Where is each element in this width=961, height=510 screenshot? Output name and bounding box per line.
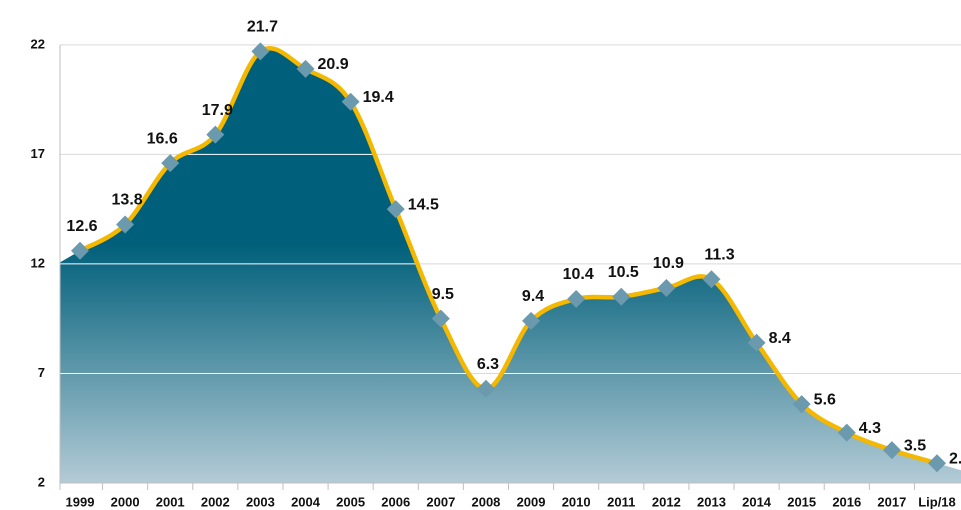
marker xyxy=(612,287,631,306)
x-tick-label: 2001 xyxy=(156,494,185,509)
data-label: 10.5 xyxy=(608,264,639,281)
x-tick-label: 2013 xyxy=(697,494,726,509)
data-label: 17.9 xyxy=(202,102,233,119)
x-tick-label: Lip/18 xyxy=(918,494,956,509)
x-tick-label: 2012 xyxy=(652,494,681,509)
x-tick-label: 2008 xyxy=(471,494,500,509)
marker xyxy=(251,42,270,61)
y-tick-label: 7 xyxy=(38,365,45,380)
data-label: 10.4 xyxy=(563,266,594,283)
marker xyxy=(296,59,315,78)
marker xyxy=(567,289,586,308)
x-tick-label: 2004 xyxy=(291,494,321,509)
x-tick-label: 2015 xyxy=(787,494,816,509)
y-tick-label: 22 xyxy=(31,36,45,51)
x-tick-label: 2006 xyxy=(381,494,410,509)
x-tick-label: 2002 xyxy=(201,494,230,509)
x-tick-label: 2003 xyxy=(246,494,275,509)
data-label: 16.6 xyxy=(147,130,178,147)
data-label: 19.4 xyxy=(363,89,394,106)
marker xyxy=(161,154,180,173)
data-label: 8.4 xyxy=(769,330,791,347)
data-label: 5.6 xyxy=(814,391,836,408)
x-tick-label: 1999 xyxy=(66,494,95,509)
data-label: 6.3 xyxy=(477,356,499,373)
data-label: 10.9 xyxy=(653,255,684,272)
marker xyxy=(882,441,901,460)
data-label: 9.5 xyxy=(432,286,454,303)
x-tick-label: 2010 xyxy=(562,494,591,509)
data-label: 20.9 xyxy=(318,56,349,73)
data-label: 11.3 xyxy=(704,246,734,263)
marker xyxy=(206,125,225,144)
marker xyxy=(341,92,360,111)
y-tick-label: 12 xyxy=(31,255,45,270)
marker xyxy=(657,279,676,298)
x-tick-label: 2009 xyxy=(517,494,546,509)
x-tick-label: 2000 xyxy=(111,494,140,509)
marker xyxy=(71,241,89,260)
x-tick-label: 2005 xyxy=(336,494,365,509)
y-tick-label: 17 xyxy=(31,146,45,161)
data-label: 9.4 xyxy=(522,288,544,305)
data-label: 12.6 xyxy=(66,218,97,235)
marker xyxy=(431,309,450,328)
marker xyxy=(476,379,495,398)
area xyxy=(60,48,961,483)
data-label: 2. xyxy=(949,451,961,468)
data-label: 13.8 xyxy=(112,192,143,209)
x-tick-label: 2007 xyxy=(426,494,455,509)
marker xyxy=(522,311,541,330)
x-tick-label: 2016 xyxy=(832,494,861,509)
marker xyxy=(928,454,946,473)
data-label: 4.3 xyxy=(859,420,881,437)
x-tick-label: 2011 xyxy=(607,494,635,509)
y-tick-label: 2 xyxy=(38,474,45,489)
data-label: 14.5 xyxy=(408,196,439,213)
marker xyxy=(386,200,405,219)
marker xyxy=(747,333,766,352)
marker xyxy=(116,215,135,234)
marker xyxy=(792,395,811,414)
x-tick-label: 2017 xyxy=(877,494,906,509)
data-label: 21.7 xyxy=(247,19,278,36)
marker xyxy=(837,423,856,442)
x-tick-label: 2014 xyxy=(742,494,772,509)
marker xyxy=(702,270,721,289)
data-label: 3.5 xyxy=(904,437,926,454)
